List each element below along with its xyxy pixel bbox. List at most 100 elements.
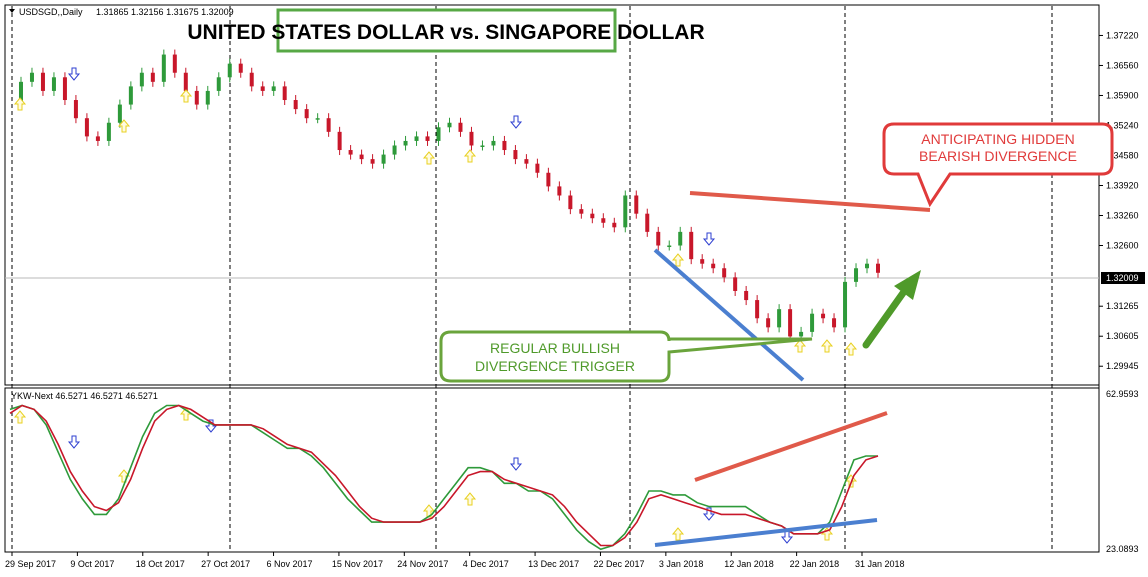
- indicator-y-tick-label: 62.9593: [1106, 389, 1139, 399]
- price-resistance-line: [689, 191, 931, 212]
- candle-body: [95, 136, 100, 141]
- candle-body: [612, 222, 617, 228]
- candle-body: [777, 309, 782, 328]
- sell-arrow-icon: [67, 67, 81, 81]
- indicator-sell-arrow-icon: [67, 435, 81, 449]
- candle-body: [414, 136, 419, 141]
- bullish-callout-line2: DIVERGENCE TRIGGER: [475, 358, 635, 374]
- candle-body: [678, 231, 683, 246]
- candle-body: [403, 140, 408, 146]
- candle-body: [546, 172, 551, 187]
- bearish-callout-line2: BEARISH DIVERGENCE: [919, 148, 1077, 164]
- buy-arrow-icon: [179, 89, 193, 103]
- price-support-line: [653, 248, 805, 382]
- sell-arrow-icon: [509, 115, 523, 129]
- buy-arrow-icon: [671, 253, 685, 267]
- candle-body: [700, 259, 705, 264]
- candle-body: [865, 263, 870, 269]
- current-price-text: 1.32009: [1106, 273, 1139, 283]
- candle-body: [590, 213, 595, 219]
- candle-body: [502, 140, 507, 151]
- candle-body: [601, 218, 606, 223]
- candle-body: [194, 90, 199, 105]
- candle-body: [821, 313, 826, 319]
- candle-body: [634, 195, 639, 214]
- y-axis-labels: 1.37220 1.36560 1.35900 1.35240 1.34580 1.339…: [1099, 30, 1139, 371]
- y-tick-label: 1.33920: [1106, 180, 1139, 190]
- candle-body: [535, 163, 540, 173]
- x-tick-label: 24 Nov 2017: [397, 559, 448, 569]
- candle-body: [172, 54, 177, 73]
- indicator-fast-line: [9, 404, 878, 551]
- candle-body: [799, 331, 804, 337]
- candle-body: [766, 318, 771, 328]
- bullish-callout-line1: REGULAR BULLISH: [490, 340, 620, 356]
- indicator-buy-arrow-icon: [13, 410, 27, 424]
- candle-body: [843, 281, 848, 328]
- candle-body: [480, 145, 485, 147]
- sell-arrow-icon: [702, 232, 716, 246]
- x-tick-label: 4 Dec 2017: [463, 559, 509, 569]
- candle-body: [645, 213, 650, 232]
- buy-arrow-icon: [463, 149, 477, 163]
- indicator-panel: [4, 387, 1100, 553]
- candle-body: [29, 72, 34, 82]
- buy-arrow-icon: [793, 339, 807, 353]
- candle-body: [315, 118, 320, 120]
- indicator-label: YKW-Next 46.5271 46.5271 46.5271: [11, 391, 158, 401]
- candle-body: [491, 140, 496, 146]
- candle-body: [744, 290, 749, 301]
- y-tick-label: 1.30605: [1106, 331, 1139, 341]
- buy-arrow-icon: [117, 119, 131, 133]
- indicator-buy-arrow-icon: [671, 527, 685, 541]
- candle-body: [425, 136, 430, 141]
- candle-body: [106, 122, 111, 141]
- candles: [18, 49, 880, 342]
- x-tick-label: 6 Nov 2017: [267, 559, 313, 569]
- indicator-buy-arrow-icon: [117, 469, 131, 483]
- candle-body: [854, 268, 859, 282]
- candle-body: [249, 72, 254, 87]
- candle-body: [337, 131, 342, 151]
- bullish-arrow: [862, 270, 921, 349]
- buy-arrow-icon: [820, 339, 834, 353]
- bearish-callout-line1: ANTICIPATING HIDDEN: [921, 131, 1075, 147]
- candle-body: [447, 122, 452, 128]
- x-tick-label: 12 Jan 2018: [724, 559, 774, 569]
- candle-body: [557, 186, 562, 196]
- candle-body: [161, 54, 166, 82]
- x-tick-label: 13 Dec 2017: [528, 559, 579, 569]
- candle-body: [348, 150, 353, 155]
- candle-body: [810, 313, 815, 332]
- x-tick-label: 22 Dec 2017: [593, 559, 644, 569]
- collapse-icon[interactable]: [9, 9, 15, 13]
- candle-body: [84, 118, 89, 137]
- indicator-y-axis-labels: 62.9593 23.0893: [1106, 389, 1139, 554]
- candle-body: [183, 72, 188, 91]
- candle-body: [469, 131, 474, 146]
- candle-body: [381, 154, 386, 164]
- x-tick-label: 22 Jan 2018: [790, 559, 840, 569]
- candle-body: [524, 159, 529, 164]
- x-tick-label: 3 Jan 2018: [659, 559, 704, 569]
- candle-body: [293, 100, 298, 110]
- indicator-sell-arrow-icon: [204, 419, 218, 433]
- buy-arrow-icon: [422, 151, 436, 165]
- y-tick-label: 1.35240: [1106, 120, 1139, 130]
- candle-body: [304, 109, 309, 119]
- y-tick-label: 1.32600: [1106, 241, 1139, 251]
- indicator-y-tick-label: 23.0893: [1106, 544, 1139, 554]
- candle-body: [62, 77, 67, 101]
- y-tick-label: 1.31265: [1106, 301, 1139, 311]
- candle-body: [458, 122, 463, 132]
- ohlc-label: 1.31865 1.32156 1.31675 1.32009: [96, 7, 234, 17]
- candle-body: [755, 300, 760, 319]
- x-tick-label: 18 Oct 2017: [136, 559, 185, 569]
- indicator-lines: [9, 404, 879, 551]
- bearish-callout: ANTICIPATING HIDDEN BEARISH DIVERGENCE: [882, 122, 1114, 208]
- candle-body: [733, 277, 738, 291]
- symbol-label: USDSGD,,Daily: [19, 7, 83, 17]
- x-tick-label: 31 Jan 2018: [855, 559, 905, 569]
